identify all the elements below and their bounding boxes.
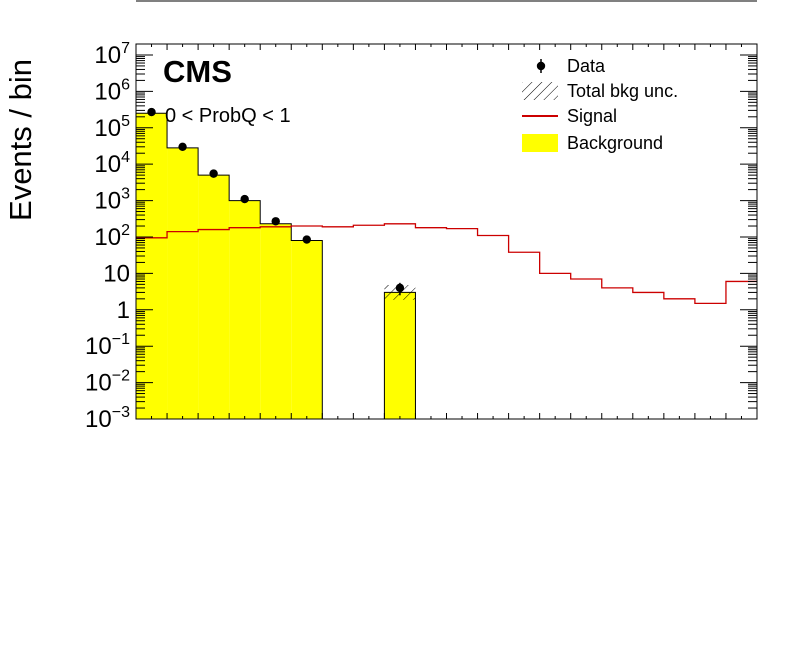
y-tick-labels: 10−3 10−2 10−1 1 10 102 103 104 105 106 107 bbox=[85, 40, 130, 433]
background-bar bbox=[198, 175, 230, 419]
selection-annotation: 0 < ProbQ < 1 bbox=[165, 105, 291, 127]
data-point bbox=[209, 169, 218, 178]
y-tick-label: 103 bbox=[94, 186, 130, 215]
background-bar bbox=[167, 147, 199, 420]
y-tick-label: 106 bbox=[94, 76, 130, 105]
data-point bbox=[240, 194, 249, 204]
y-tick-label: 1 bbox=[117, 297, 130, 324]
data-point bbox=[302, 235, 311, 244]
y-tick-label: 10−1 bbox=[85, 331, 130, 360]
y-tick-label: 10 bbox=[103, 260, 130, 287]
legend: Data Total bkg unc. Signal Background bbox=[522, 56, 678, 153]
y-tick-label: 10−3 bbox=[85, 404, 130, 433]
background-bar bbox=[291, 240, 323, 419]
background-bar bbox=[229, 200, 261, 419]
legend-unc-hatch bbox=[522, 82, 558, 100]
background-bar bbox=[260, 223, 292, 419]
y-tick-label: 105 bbox=[94, 113, 130, 142]
background-histogram bbox=[135, 112, 416, 420]
y-axis-title: Events / bin bbox=[3, 59, 38, 221]
legend-label: Background bbox=[567, 133, 663, 153]
background-bar bbox=[136, 113, 168, 419]
cms-label: CMS bbox=[163, 54, 232, 89]
signal-line bbox=[136, 223, 757, 305]
y-tick-label: 10−2 bbox=[85, 368, 130, 397]
legend-label: Total bkg unc. bbox=[567, 81, 678, 101]
background-bar bbox=[384, 292, 416, 419]
legend-label: Signal bbox=[567, 106, 617, 126]
y-tick-label: 102 bbox=[94, 222, 130, 251]
signal-histogram bbox=[136, 223, 757, 305]
y-tick-label: 104 bbox=[94, 149, 130, 178]
legend-label: Data bbox=[567, 56, 606, 76]
data-points bbox=[147, 107, 405, 296]
axes bbox=[135, 43, 758, 420]
data-point bbox=[178, 142, 187, 152]
y-tick-label: 107 bbox=[94, 40, 130, 69]
data-point bbox=[271, 217, 280, 226]
data-point bbox=[147, 107, 156, 117]
data-point bbox=[395, 283, 405, 293]
legend-background-swatch bbox=[522, 134, 558, 152]
